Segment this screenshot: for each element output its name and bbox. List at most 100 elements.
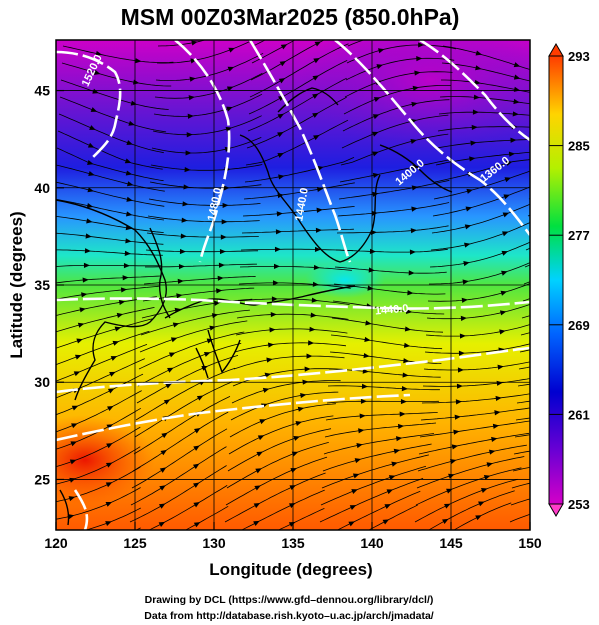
streamline-arrow <box>492 423 500 429</box>
streamline-arrow <box>105 502 113 507</box>
streamline-arrow <box>123 263 130 269</box>
streamline-arrow <box>295 420 302 427</box>
streamline-arrow <box>504 177 512 183</box>
streamline <box>243 182 355 200</box>
streamline-arrow <box>314 246 321 253</box>
streamline-arrow <box>158 521 166 528</box>
streamline-arrow <box>388 475 396 481</box>
y-axis-label: Latitude (degrees) <box>7 211 26 358</box>
streamline-arrow <box>362 368 369 374</box>
streamline-arrow <box>118 299 126 306</box>
streamline-arrow <box>125 225 132 231</box>
streamline-arrow <box>410 228 417 234</box>
streamline <box>241 489 325 530</box>
streamline-arrow <box>314 41 322 47</box>
streamline <box>340 133 449 166</box>
warm-core-shading <box>56 415 155 505</box>
y-tick-label: 45 <box>34 83 50 99</box>
streamline <box>224 472 326 523</box>
streamline-arrow <box>310 312 317 318</box>
streamline-arrow <box>590 232 597 237</box>
streamline <box>439 96 530 105</box>
streamline-arrow <box>491 436 498 442</box>
streamline-arrow <box>470 140 477 146</box>
streamline-arrow <box>82 277 89 283</box>
streamline-arrow <box>93 69 101 75</box>
streamline-arrow <box>220 234 227 240</box>
streamline-arrow <box>67 532 73 537</box>
streamline <box>244 157 355 183</box>
coastline <box>277 87 339 113</box>
x-tick-label: 130 <box>202 535 226 551</box>
credit-drawing: Drawing by DCL (https://www.gfd–dennou.o… <box>145 594 434 606</box>
streamline-arrow <box>182 201 189 207</box>
streamline-arrow <box>109 371 116 377</box>
streamline-arrow <box>163 399 171 405</box>
streamline <box>56 232 164 245</box>
streamline-arrow <box>161 432 168 439</box>
streamline-arrow <box>187 113 194 119</box>
streamline <box>61 62 172 87</box>
streamline-arrow <box>225 126 233 132</box>
streamline-arrow <box>222 202 229 209</box>
streamline <box>425 324 530 337</box>
streamline <box>441 62 530 82</box>
streamline <box>431 203 530 234</box>
streamline <box>277 508 325 530</box>
streamline <box>229 403 336 438</box>
streamline-arrow <box>395 436 403 442</box>
coastline <box>239 134 381 263</box>
streamline-arrow <box>274 246 281 252</box>
streamline-arrow <box>495 395 502 402</box>
streamline <box>153 93 263 117</box>
streamline <box>139 320 248 353</box>
streamline-arrow <box>124 158 132 164</box>
streamline <box>247 77 347 132</box>
streamline-arrow <box>221 219 228 225</box>
streamline-arrow <box>311 297 318 303</box>
streamline-arrow <box>586 458 592 463</box>
streamline <box>251 40 296 64</box>
streamline <box>235 328 348 336</box>
streamline-arrow <box>454 414 461 420</box>
streamline <box>430 222 530 251</box>
streamline-arrow <box>273 263 280 269</box>
streamline <box>242 206 355 217</box>
streamline-arrow <box>347 538 354 543</box>
streamline-arrow <box>316 207 323 213</box>
streamline <box>509 513 530 523</box>
streamline <box>154 72 263 99</box>
streamline <box>345 57 455 81</box>
streamline-arrow <box>412 85 420 91</box>
streamline-arrow <box>382 519 390 525</box>
streamline-arrow <box>411 101 418 107</box>
streamline-arrow <box>590 389 596 394</box>
streamline-arrow <box>218 262 225 268</box>
streamline <box>150 164 263 171</box>
streamline-arrow <box>277 132 284 138</box>
streamline-arrow <box>184 166 191 173</box>
streamline-arrow <box>464 242 471 248</box>
streamline <box>343 85 451 115</box>
streamline-arrow <box>255 468 262 474</box>
x-tick-label: 120 <box>44 535 68 551</box>
streamline-arrow <box>270 311 277 318</box>
contour-label: 1440.0 <box>293 187 311 222</box>
streamline-arrow <box>125 170 133 176</box>
streamline-arrow <box>590 269 597 274</box>
streamline <box>415 467 522 506</box>
streamline <box>249 43 349 98</box>
streamline-arrow <box>86 203 94 209</box>
streamline-arrow <box>288 521 296 527</box>
streamline-arrow <box>464 224 472 230</box>
streamline-arrow <box>568 114 574 119</box>
streamline-arrow <box>279 60 287 67</box>
streamline <box>56 344 148 382</box>
height-contour <box>174 40 231 263</box>
streamline-arrow <box>459 333 466 339</box>
streamline-arrow <box>408 270 415 276</box>
streamline <box>56 147 164 182</box>
streamline-arrow <box>179 248 186 255</box>
streamline-arrow <box>455 399 462 405</box>
streamline-arrow <box>414 70 421 76</box>
